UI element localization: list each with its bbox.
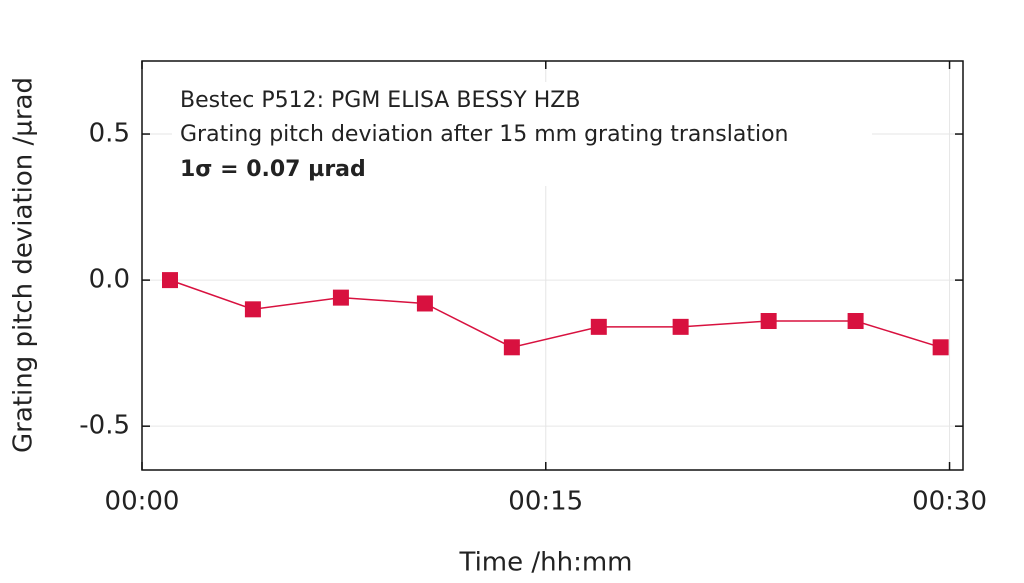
x-tick-label: 00:15 (508, 487, 583, 517)
data-point (161, 272, 178, 289)
data-point (847, 313, 864, 330)
data-point (503, 339, 520, 356)
data-point (932, 339, 949, 356)
annotation: Bestec P512: PGM ELISA BESSY HZB (180, 88, 580, 113)
x-axis-label: Time /hh:mm (458, 548, 632, 578)
annotation: 1σ = 0.07 µrad (180, 157, 366, 182)
data-point (760, 313, 777, 330)
y-tick-label: -0.5 (79, 411, 130, 441)
y-tick-label: 0.0 (89, 265, 130, 295)
data-point (590, 318, 607, 335)
series-line (169, 279, 941, 349)
data-point (332, 289, 349, 306)
x-tick-label: 00:00 (105, 487, 180, 517)
data-point (672, 318, 689, 335)
x-tick-label: 00:30 (912, 487, 987, 517)
plot-frame (141, 60, 964, 471)
annotation: Grating pitch deviation after 15 mm grat… (180, 122, 789, 147)
data-point (416, 295, 433, 312)
y-tick-label: 0.5 (89, 119, 130, 149)
y-axis-label: Grating pitch deviation /µrad (9, 77, 39, 453)
annotation-box (172, 82, 872, 186)
data-point (244, 301, 261, 318)
